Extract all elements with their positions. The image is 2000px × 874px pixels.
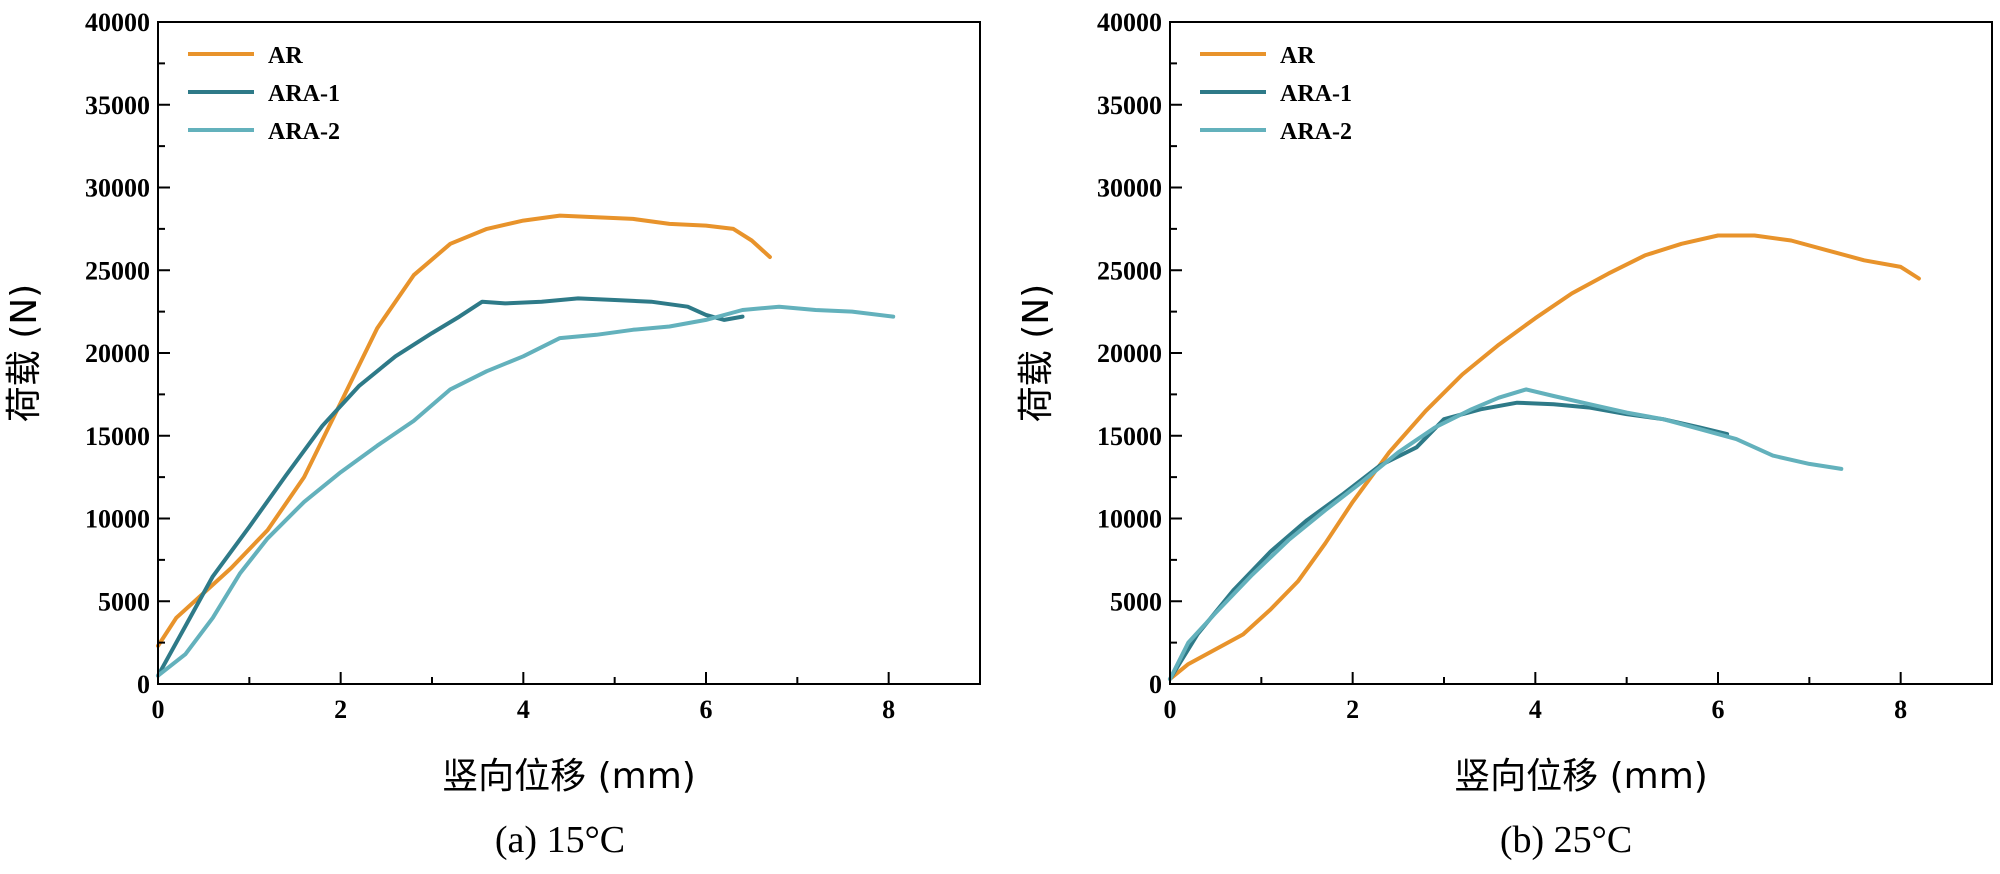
legend-label: ARA-1 [1280,81,1352,107]
y-tick-label: 5000 [98,587,150,616]
y-axis-label: 荷载 (N) [1016,284,1057,422]
y-axis-label: 荷载 (N) [4,284,45,422]
x-tick-label: 0 [152,695,165,724]
y-tick-label: 20000 [85,339,150,368]
x-tick-label: 4 [1529,695,1542,724]
y-tick-label: 10000 [1097,505,1162,534]
x-tick-label: 0 [1164,695,1177,724]
y-tick-label: 35000 [85,91,150,120]
legend-label: ARA-2 [1280,119,1352,145]
y-tick-label: 30000 [85,174,150,203]
x-axis-label: 竖向位移 (mm) [442,756,696,797]
y-tick-label: 40000 [1097,8,1162,37]
y-tick-label: 15000 [85,422,150,451]
legend-label: ARA-2 [268,119,340,145]
series-line-ar [1168,233,1921,681]
x-axis-label: 竖向位移 (mm) [1454,756,1708,797]
y-tick-label: 0 [137,670,150,699]
series-line-ar [156,213,772,648]
y-tick-label: 15000 [1097,422,1162,451]
x-tick-label: 8 [882,695,895,724]
series-line-ara-1 [1168,400,1730,681]
y-tick-label: 20000 [1097,339,1162,368]
series-line-ara-1 [156,296,745,678]
panel-caption: (b) 25°C [1500,819,1632,861]
x-tick-label: 8 [1894,695,1907,724]
x-tick-label: 6 [1712,695,1725,724]
legend-label: AR [268,43,303,69]
legend-label: ARA-1 [268,81,340,107]
chart-panel-2: 0 2 4 6 8 0 5000 10000 15000 20000 25000 30000 35000… [1016,8,1993,861]
y-tick-label: 30000 [1097,174,1162,203]
x-tick-label: 4 [517,695,530,724]
chart-panel-1: 0 2 4 6 8 0 5000 10000 15000 20000 25000 30000 35000… [4,8,981,861]
series-line-ara-2 [1168,387,1844,681]
y-tick-label: 5000 [1110,587,1162,616]
legend: AR ARA-1 ARA-2 [1200,43,1352,145]
legend: AR ARA-1 ARA-2 [188,43,340,145]
y-tick-label: 25000 [1097,256,1162,285]
x-tick-label: 2 [334,695,347,724]
y-tick-label: 0 [1149,670,1162,699]
legend-label: AR [1280,43,1315,69]
series-line-ara-2 [156,304,896,678]
panel-caption: (a) 15°C [495,819,625,861]
y-tick-label: 40000 [85,8,150,37]
y-tick-label: 25000 [85,256,150,285]
y-tick-label: 35000 [1097,91,1162,120]
x-tick-label: 2 [1346,695,1359,724]
y-tick-label: 10000 [85,505,150,534]
x-tick-label: 6 [700,695,713,724]
